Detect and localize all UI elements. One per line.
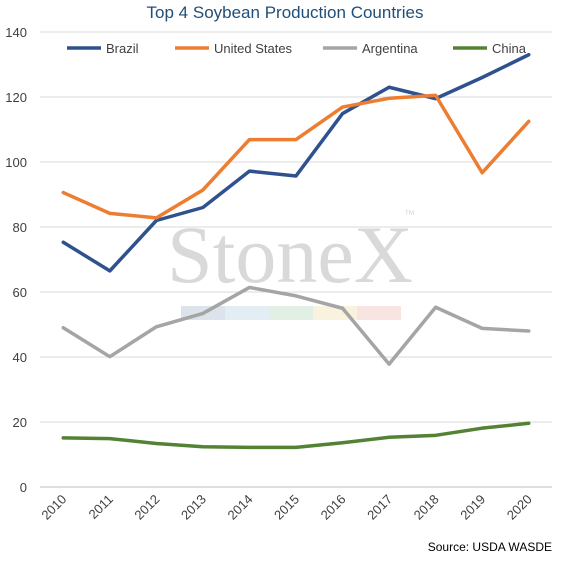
data-point <box>294 174 298 178</box>
series-china <box>61 421 531 450</box>
y-tick-label: 120 <box>5 90 27 105</box>
data-point <box>247 169 251 173</box>
data-point <box>341 441 345 445</box>
legend-label: China <box>492 41 527 56</box>
x-tick-label: 2020 <box>504 492 535 523</box>
data-point <box>527 53 531 57</box>
data-point <box>201 188 205 192</box>
data-point <box>61 326 65 330</box>
data-point <box>294 138 298 142</box>
x-axis: 2010 2011 2012 2013 2014 2015 2016 2017 2018 2019… <box>38 492 535 523</box>
data-point <box>201 206 205 209</box>
data-point <box>341 105 345 109</box>
data-point <box>61 240 65 244</box>
x-tick-label: 2018 <box>411 492 442 523</box>
data-point <box>247 445 251 449</box>
x-tick-label: 2011 <box>86 492 116 522</box>
watermark-band <box>313 306 357 320</box>
data-point <box>387 96 391 100</box>
data-point <box>480 426 484 430</box>
legend-item: United States <box>175 41 293 56</box>
legend-label: Brazil <box>106 41 139 56</box>
data-point <box>434 433 438 437</box>
data-point <box>527 329 531 333</box>
data-point <box>201 311 205 315</box>
watermark-band <box>357 306 401 320</box>
y-tick-label: 60 <box>13 285 27 300</box>
data-point <box>341 112 345 116</box>
data-point <box>480 326 484 330</box>
x-tick-label: 2017 <box>364 492 395 523</box>
watermark-logo: StoneX <box>167 209 413 300</box>
y-tick-label: 100 <box>5 155 27 170</box>
data-point <box>154 219 158 222</box>
data-point <box>387 435 391 439</box>
data-point <box>247 285 251 289</box>
data-point <box>108 355 112 359</box>
data-point <box>387 362 391 366</box>
series-brazil <box>61 53 531 273</box>
series-lines <box>61 53 531 450</box>
legend-item: China <box>453 41 527 56</box>
x-tick-label: 2010 <box>38 492 69 523</box>
data-point <box>434 93 438 97</box>
legend: Brazil United States Argentina China <box>67 41 527 56</box>
x-tick-label: 2016 <box>318 492 349 523</box>
data-point <box>294 294 298 298</box>
data-point <box>201 445 205 449</box>
series-united-states <box>61 93 531 220</box>
series-argentina <box>61 285 531 366</box>
x-tick-label: 2012 <box>131 492 162 523</box>
legend-label: Argentina <box>362 41 418 56</box>
data-point <box>294 445 298 449</box>
watermark-trademark: ™ <box>404 209 415 221</box>
data-point <box>154 216 158 220</box>
y-tick-label: 140 <box>5 25 27 40</box>
legend-item: Argentina <box>323 41 418 56</box>
legend-item: Brazil <box>67 41 139 56</box>
data-point <box>154 441 158 445</box>
series-line <box>61 93 531 220</box>
watermark-band <box>225 306 269 320</box>
data-point <box>108 437 112 441</box>
source-note: Source: USDA WASDE <box>428 540 552 554</box>
x-tick-label: 2013 <box>178 492 209 523</box>
y-axis: 0 20 40 60 80 100 120 140 <box>5 25 27 495</box>
x-tick-label: 2015 <box>271 492 302 523</box>
data-point <box>61 191 65 195</box>
x-tick-label: 2019 <box>457 492 488 523</box>
chart-title: Top 4 Soybean Production Countries <box>147 3 424 22</box>
x-tick-label: 2014 <box>225 492 256 523</box>
data-point <box>154 325 158 329</box>
y-tick-label: 0 <box>20 480 27 495</box>
watermark-band <box>269 306 313 320</box>
data-point <box>61 436 65 440</box>
legend-label: United States <box>214 41 293 56</box>
y-tick-label: 80 <box>13 220 27 235</box>
data-point <box>108 211 112 215</box>
y-tick-label: 20 <box>13 415 27 430</box>
series-line <box>61 421 531 450</box>
data-point <box>341 306 345 310</box>
data-point <box>434 305 438 309</box>
data-point <box>108 269 112 273</box>
y-tick-label: 40 <box>13 350 27 365</box>
data-point <box>387 85 391 89</box>
data-point <box>480 171 484 175</box>
gridlines <box>40 31 552 488</box>
data-point <box>527 421 531 425</box>
data-point <box>527 119 531 123</box>
data-point <box>480 76 484 79</box>
data-point <box>247 138 251 142</box>
